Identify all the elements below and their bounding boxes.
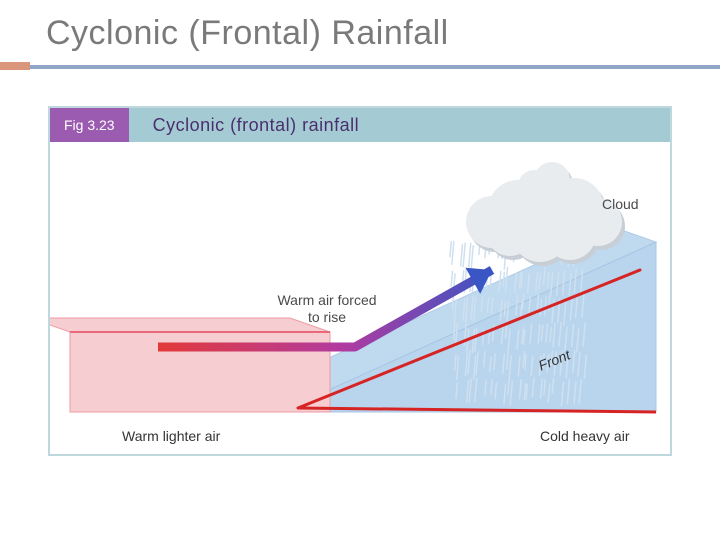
- cold-air-label: Cold heavy air: [540, 428, 630, 445]
- figure-badge: Fig 3.23: [50, 108, 129, 142]
- figure-header: Fig 3.23 Cyclonic (frontal) rainfall: [50, 108, 670, 142]
- underline-accent: [0, 62, 30, 70]
- cloud-label: Cloud: [602, 196, 639, 213]
- warm-air-label: Warm lighter air: [122, 428, 220, 445]
- arrow-label-line1: Warm air forced: [277, 292, 376, 308]
- underline-bar: [30, 65, 720, 69]
- figure-container: Fig 3.23 Cyclonic (frontal) rainfall Clo…: [48, 106, 672, 456]
- title-underline: [0, 62, 720, 70]
- diagram: Cloud Warm air forced to rise Front Warm…: [50, 142, 670, 454]
- arrow-label: Warm air forced to rise: [272, 292, 382, 326]
- figure-caption: Cyclonic (frontal) rainfall: [129, 115, 360, 136]
- arrow-label-line2: to rise: [308, 309, 346, 325]
- slide-title: Cyclonic (Frontal) Rainfall: [0, 0, 720, 53]
